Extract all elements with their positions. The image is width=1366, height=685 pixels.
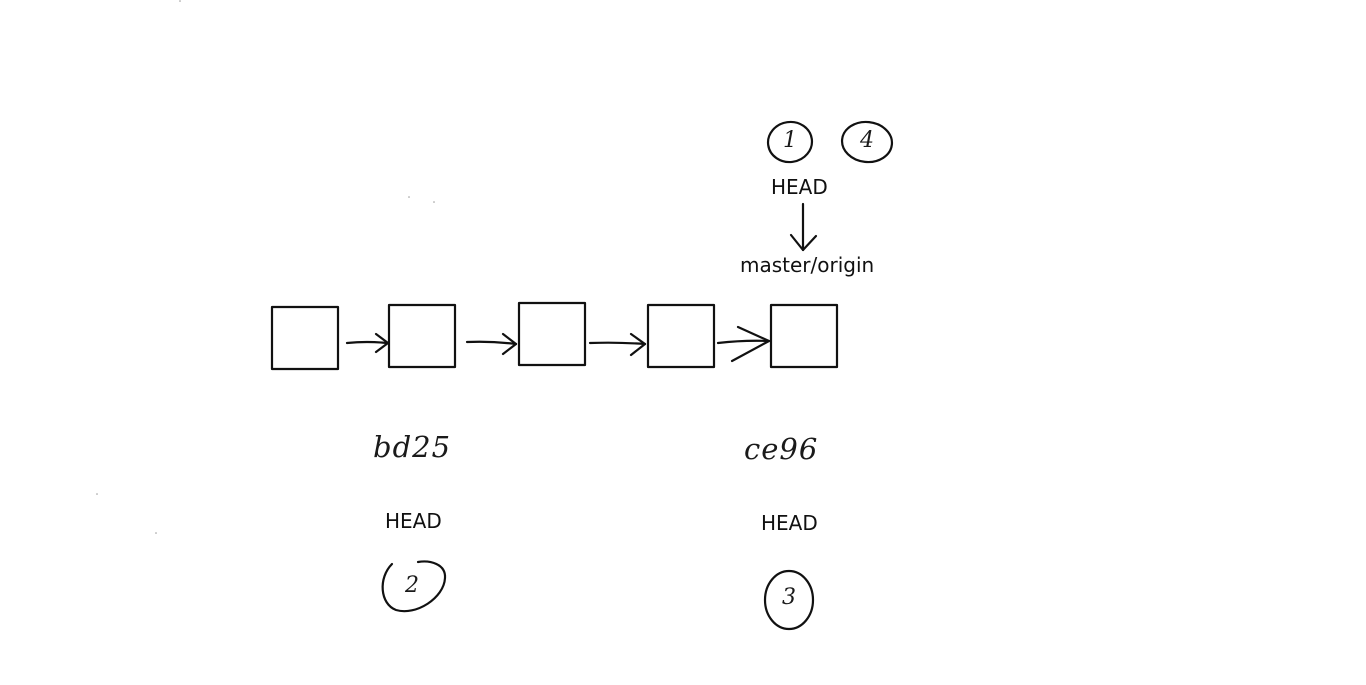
head-label-commit-2: HEAD xyxy=(385,509,442,533)
head-to-branch-arrow xyxy=(789,202,818,252)
arrow-1-2 xyxy=(345,332,390,354)
step-circle-1 xyxy=(766,120,814,164)
step-number-1: 1 xyxy=(783,128,797,153)
step-circle-3 xyxy=(763,569,815,631)
head-label-commit-5: HEAD xyxy=(761,511,818,535)
step-circle-4 xyxy=(840,120,894,164)
step-number-4: 4 xyxy=(860,128,874,153)
step-number-2: 2 xyxy=(405,573,419,598)
head-label-top: HEAD xyxy=(771,175,828,199)
step-circle-2 xyxy=(381,560,447,613)
commit-box-1 xyxy=(270,305,340,371)
arrow-3-4 xyxy=(588,332,647,357)
commit-box-4 xyxy=(646,303,716,369)
commit-hash-ce96: ce96 xyxy=(744,432,819,466)
commit-box-2 xyxy=(387,303,457,369)
arrow-4-5 xyxy=(716,325,771,363)
step-number-3: 3 xyxy=(782,585,796,610)
commit-box-5 xyxy=(769,303,839,369)
branch-label: master/origin xyxy=(740,253,875,277)
commit-hash-bd25: bd25 xyxy=(373,430,452,464)
commit-box-3 xyxy=(517,301,587,367)
arrow-2-3 xyxy=(465,332,518,356)
